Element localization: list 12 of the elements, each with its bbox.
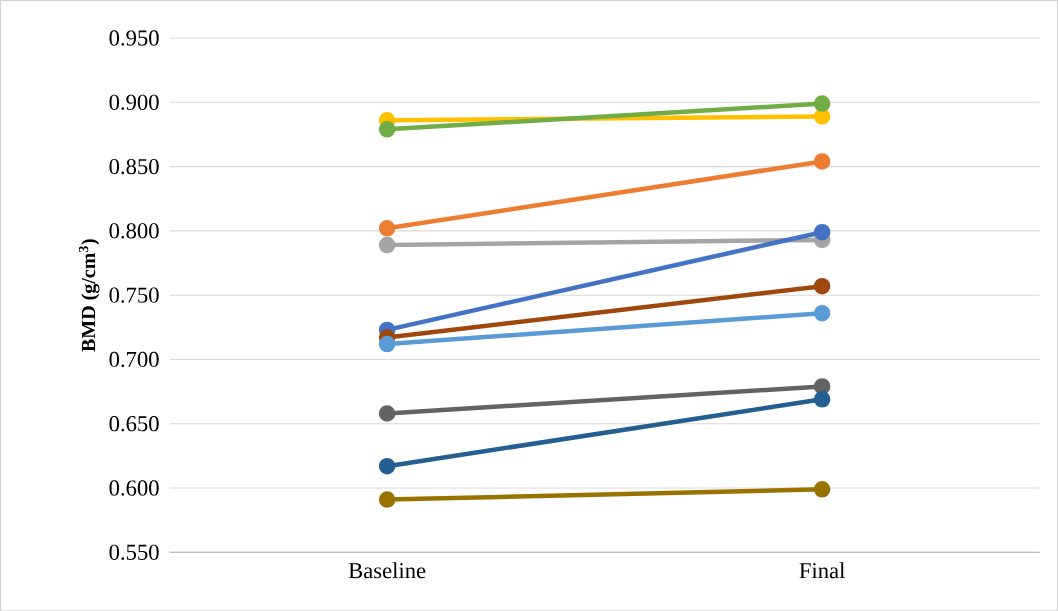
y-tick-label: 0.700 [109, 351, 159, 367]
y-axis-title: BMD (g/cm$^{3}$) [78, 239, 100, 352]
y-tick-label: 0.900 [109, 94, 159, 110]
y-tick-label: 0.550 [109, 544, 159, 560]
y-tick-label: 0.650 [109, 415, 159, 432]
x-tick-label: Final [799, 562, 845, 579]
x-tick-label: Baseline [348, 562, 426, 579]
y-tick-label: 0.600 [109, 480, 159, 496]
y-tick-label: 0.750 [109, 287, 159, 303]
y-tick-label: 0.800 [109, 223, 159, 239]
y-tick-label: 0.950 [109, 30, 159, 46]
y-tick-label: 0.850 [109, 158, 159, 175]
